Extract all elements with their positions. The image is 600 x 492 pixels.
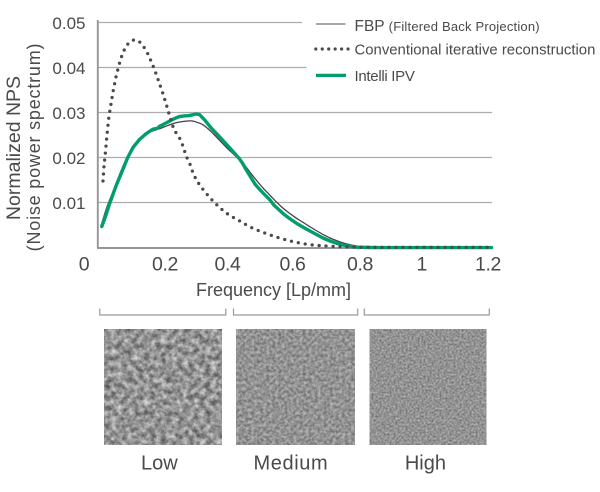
svg-text:Medium: Medium xyxy=(254,453,329,475)
svg-text:0.6: 0.6 xyxy=(280,254,306,276)
svg-text:0.03: 0.03 xyxy=(52,104,85,123)
svg-text:Normalized NPS: Normalized NPS xyxy=(3,76,25,220)
svg-text:Intelli IPV: Intelli IPV xyxy=(355,68,415,85)
svg-text:High: High xyxy=(405,453,446,475)
svg-text:0.02: 0.02 xyxy=(52,149,85,168)
svg-text:0.8: 0.8 xyxy=(347,254,373,276)
svg-text:0.01: 0.01 xyxy=(52,194,85,213)
svg-text:(Noise power spectrum): (Noise power spectrum) xyxy=(24,43,44,252)
svg-text:Conventional iterative reconst: Conventional iterative reconstruction xyxy=(355,43,596,59)
svg-text:0.04: 0.04 xyxy=(52,59,85,78)
svg-text:Low: Low xyxy=(141,453,178,475)
svg-text:0: 0 xyxy=(79,254,90,276)
svg-text:Frequency [Lp/mm]: Frequency [Lp/mm] xyxy=(196,280,351,300)
svg-text:1.2: 1.2 xyxy=(475,254,501,276)
svg-text:FBP (Filtered Back Projection): FBP (Filtered Back Projection) xyxy=(355,18,540,35)
svg-text:0.4: 0.4 xyxy=(215,254,241,276)
svg-text:0.05: 0.05 xyxy=(52,14,85,33)
svg-text:1: 1 xyxy=(416,254,426,276)
svg-text:0.2: 0.2 xyxy=(152,254,178,276)
